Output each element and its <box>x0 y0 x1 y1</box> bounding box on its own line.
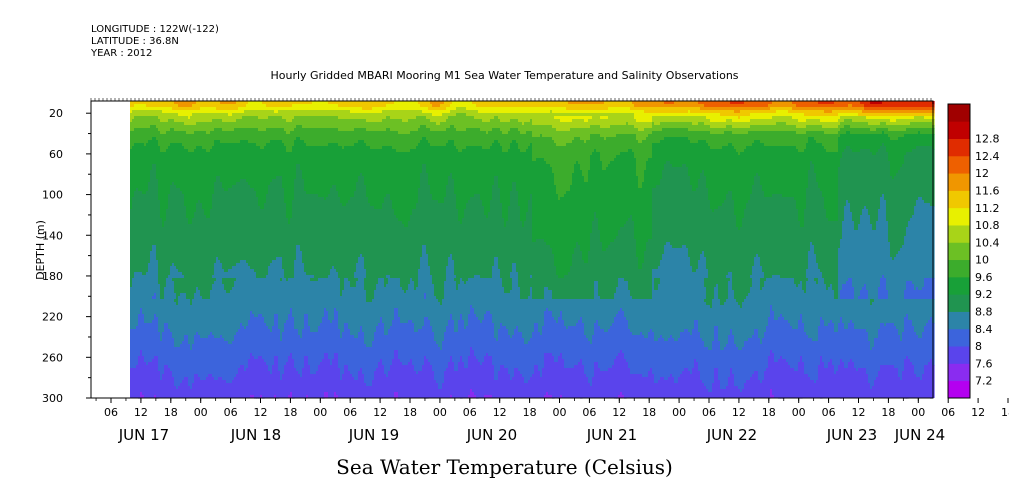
colorbar-swatch <box>948 104 970 122</box>
x-day-label: JUN 20 <box>466 426 517 444</box>
x-axis: 06 12 18 00 06 12 18 00 06 12 18 00 06 12 18 00 06 12 18 00… <box>95 398 1009 444</box>
colorbar-swatch <box>948 363 970 382</box>
colorbar-swatch <box>948 190 970 209</box>
colorbar-border <box>947 103 971 399</box>
year-label: YEAR : 2012 <box>91 48 153 59</box>
colorbar-swatch <box>948 328 970 347</box>
y-tick-label: 60 <box>49 148 63 161</box>
x-hour-label: 06 <box>941 406 955 419</box>
x-day-label: JUN 18 <box>230 426 281 444</box>
plot-border <box>90 100 934 399</box>
x-day-label: JUN 21 <box>586 426 637 444</box>
x-hour-label: 12 <box>493 406 507 419</box>
y-tick-label: 300 <box>42 392 63 405</box>
colorbar-label: 9.6 <box>975 271 993 284</box>
y-tick-label: 260 <box>42 351 63 364</box>
temperature-field <box>91 101 935 399</box>
x-hour-label: 18 <box>283 406 297 419</box>
x-day-label: JUN 22 <box>706 426 757 444</box>
y-tick-label: 220 <box>42 311 63 324</box>
chart-title: Hourly Gridded MBARI Mooring M1 Sea Wate… <box>270 69 739 82</box>
colorbar-label: 10.4 <box>975 236 1000 249</box>
colorbar-label: 8.4 <box>975 323 993 336</box>
colorbar-swatch <box>948 259 970 278</box>
colorbar-swatch <box>948 155 970 174</box>
x-hour-label: 12 <box>971 406 985 419</box>
colorbar-swatch <box>948 225 970 243</box>
missing-data-area <box>91 101 130 398</box>
colorbar-swatch <box>948 121 970 139</box>
x-hour-label: 12 <box>852 406 866 419</box>
colorbar-label: 8.8 <box>975 306 993 319</box>
x-hour-label: 12 <box>254 406 268 419</box>
x-hour-label: 18 <box>881 406 895 419</box>
x-hour-label: 12 <box>373 406 387 419</box>
colorbar-label: 11.6 <box>975 184 1000 197</box>
plot-frame <box>90 98 934 399</box>
x-hour-label: 06 <box>702 406 716 419</box>
x-hour-label: 06 <box>582 406 596 419</box>
x-hour-label: 12 <box>732 406 746 419</box>
colorbar-swatch <box>948 138 970 157</box>
y-tick-label: 20 <box>49 107 63 120</box>
x-hour-label: 00 <box>553 406 567 419</box>
x-hour-label: 18 <box>642 406 656 419</box>
y-tick-label: 180 <box>42 270 63 283</box>
x-hour-label: 18 <box>403 406 417 419</box>
colorbar-label: 11.2 <box>975 202 1000 215</box>
x-hour-label: 18 <box>1001 406 1009 419</box>
x-day-label: JUN 19 <box>348 426 399 444</box>
y-tick-label: 140 <box>42 229 63 242</box>
colorbar-label: 12.4 <box>975 150 1000 163</box>
x-day-label: JUN 24 <box>894 426 945 444</box>
colorbar-swatch <box>948 242 970 261</box>
x-hour-label: 00 <box>672 406 686 419</box>
x-hour-label: 18 <box>762 406 776 419</box>
colorbar-label: 12 <box>975 167 989 180</box>
y-axis: 20 60 100 140 180 220 260 300 DEPTH (m) <box>34 107 91 405</box>
colorbar-label: 10 <box>975 254 989 267</box>
colorbar-label: 8 <box>975 340 982 353</box>
colorbar-swatch <box>948 207 970 226</box>
colorbar-label: 7.6 <box>975 357 993 370</box>
colorbar-swatch <box>948 346 970 364</box>
colorbar-label: 7.2 <box>975 375 993 388</box>
x-hour-label: 00 <box>911 406 925 419</box>
latitude-label: LATITUDE : 36.8N <box>91 36 179 47</box>
x-hour-label: 06 <box>104 406 118 419</box>
x-hour-label: 12 <box>134 406 148 419</box>
colorbar-swatch <box>948 294 970 312</box>
x-hour-label: 00 <box>792 406 806 419</box>
y-tick-label: 100 <box>42 189 63 202</box>
x-hour-label: 18 <box>523 406 537 419</box>
longitude-label: LONGITUDE : 122W(-122) <box>91 24 219 35</box>
colorbar-swatch <box>948 311 970 330</box>
colorbar-label: 12.8 <box>975 133 1000 146</box>
x-hour-label: 00 <box>313 406 327 419</box>
x-day-label: JUN 17 <box>118 426 169 444</box>
colorbar-label: 9.2 <box>975 288 993 301</box>
x-hour-label: 12 <box>612 406 626 419</box>
x-hour-label: 18 <box>164 406 178 419</box>
x-hour-label: 06 <box>224 406 238 419</box>
x-hour-label: 00 <box>433 406 447 419</box>
colorbar-swatch <box>948 380 970 399</box>
colorbar-swatch <box>948 173 970 191</box>
colorbar-swatch <box>948 276 970 295</box>
colorbar: 7.2 7.6 8 8.4 8.8 9.2 9.6 10 10.4 10.8 11.2 11.6 12 1… <box>947 103 1000 399</box>
x-day-label: JUN 23 <box>826 426 877 444</box>
x-hour-label: 06 <box>463 406 477 419</box>
colorbar-label: 10.8 <box>975 219 1000 232</box>
x-hour-label: 00 <box>194 406 208 419</box>
x-hour-label: 06 <box>343 406 357 419</box>
x-hour-label: 06 <box>822 406 836 419</box>
y-axis-label: DEPTH (m) <box>34 220 47 280</box>
colorbar-variable-label: Sea Water Temperature (Celsius) <box>336 455 673 479</box>
